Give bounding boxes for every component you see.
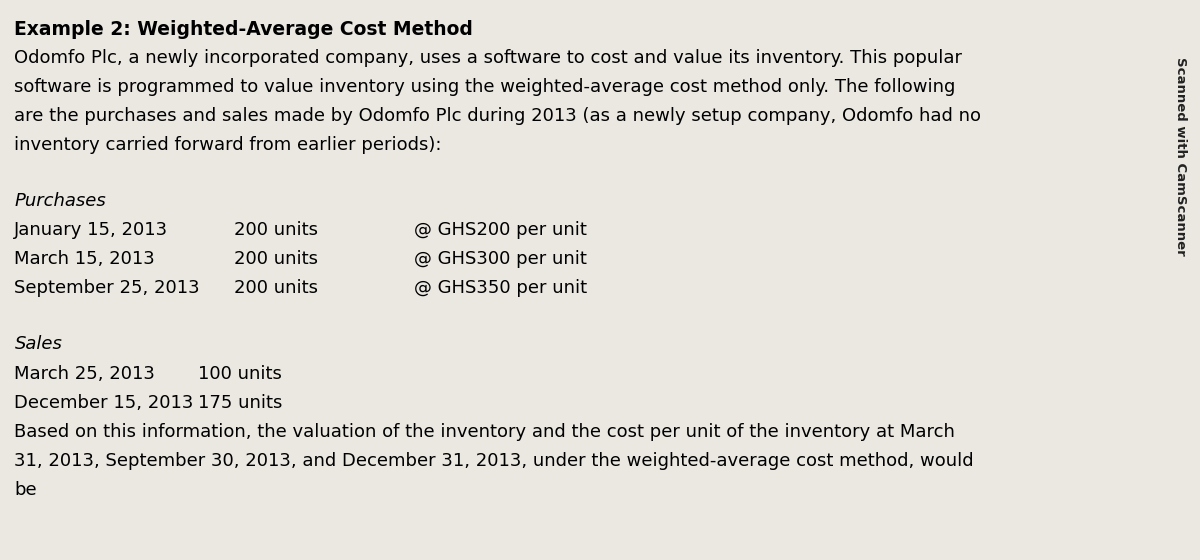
Text: 31, 2013, September 30, 2013, and December 31, 2013, under the weighted-average : 31, 2013, September 30, 2013, and Decemb… [14, 452, 974, 470]
Text: Scanned with CamScanner: Scanned with CamScanner [1175, 58, 1187, 256]
Text: 175 units: 175 units [198, 394, 282, 412]
Text: @ GHS200 per unit: @ GHS200 per unit [414, 221, 587, 239]
Text: @ GHS300 per unit: @ GHS300 per unit [414, 250, 587, 268]
Text: inventory carried forward from earlier periods):: inventory carried forward from earlier p… [14, 136, 442, 154]
Text: March 15, 2013: March 15, 2013 [14, 250, 155, 268]
Text: 200 units: 200 units [234, 279, 318, 297]
Text: 100 units: 100 units [198, 365, 282, 382]
Text: @ GHS350 per unit: @ GHS350 per unit [414, 279, 587, 297]
Text: September 25, 2013: September 25, 2013 [14, 279, 200, 297]
Text: Purchases: Purchases [14, 192, 106, 210]
Text: December 15, 2013: December 15, 2013 [14, 394, 193, 412]
Text: 200 units: 200 units [234, 221, 318, 239]
Text: 200 units: 200 units [234, 250, 318, 268]
Text: January 15, 2013: January 15, 2013 [14, 221, 168, 239]
Text: are the purchases and sales made by Odomfo Plc during 2013 (as a newly setup com: are the purchases and sales made by Odom… [14, 107, 982, 125]
Text: be: be [14, 481, 37, 499]
Text: Based on this information, the valuation of the inventory and the cost per unit : Based on this information, the valuation… [14, 423, 955, 441]
Text: March 25, 2013: March 25, 2013 [14, 365, 155, 382]
Text: software is programmed to value inventory using the weighted-average cost method: software is programmed to value inventor… [14, 78, 955, 96]
Text: Sales: Sales [14, 335, 62, 353]
Text: Odomfo Plc, a newly incorporated company, uses a software to cost and value its : Odomfo Plc, a newly incorporated company… [14, 49, 962, 67]
Text: Example 2: Weighted-Average Cost Method: Example 2: Weighted-Average Cost Method [14, 20, 473, 39]
